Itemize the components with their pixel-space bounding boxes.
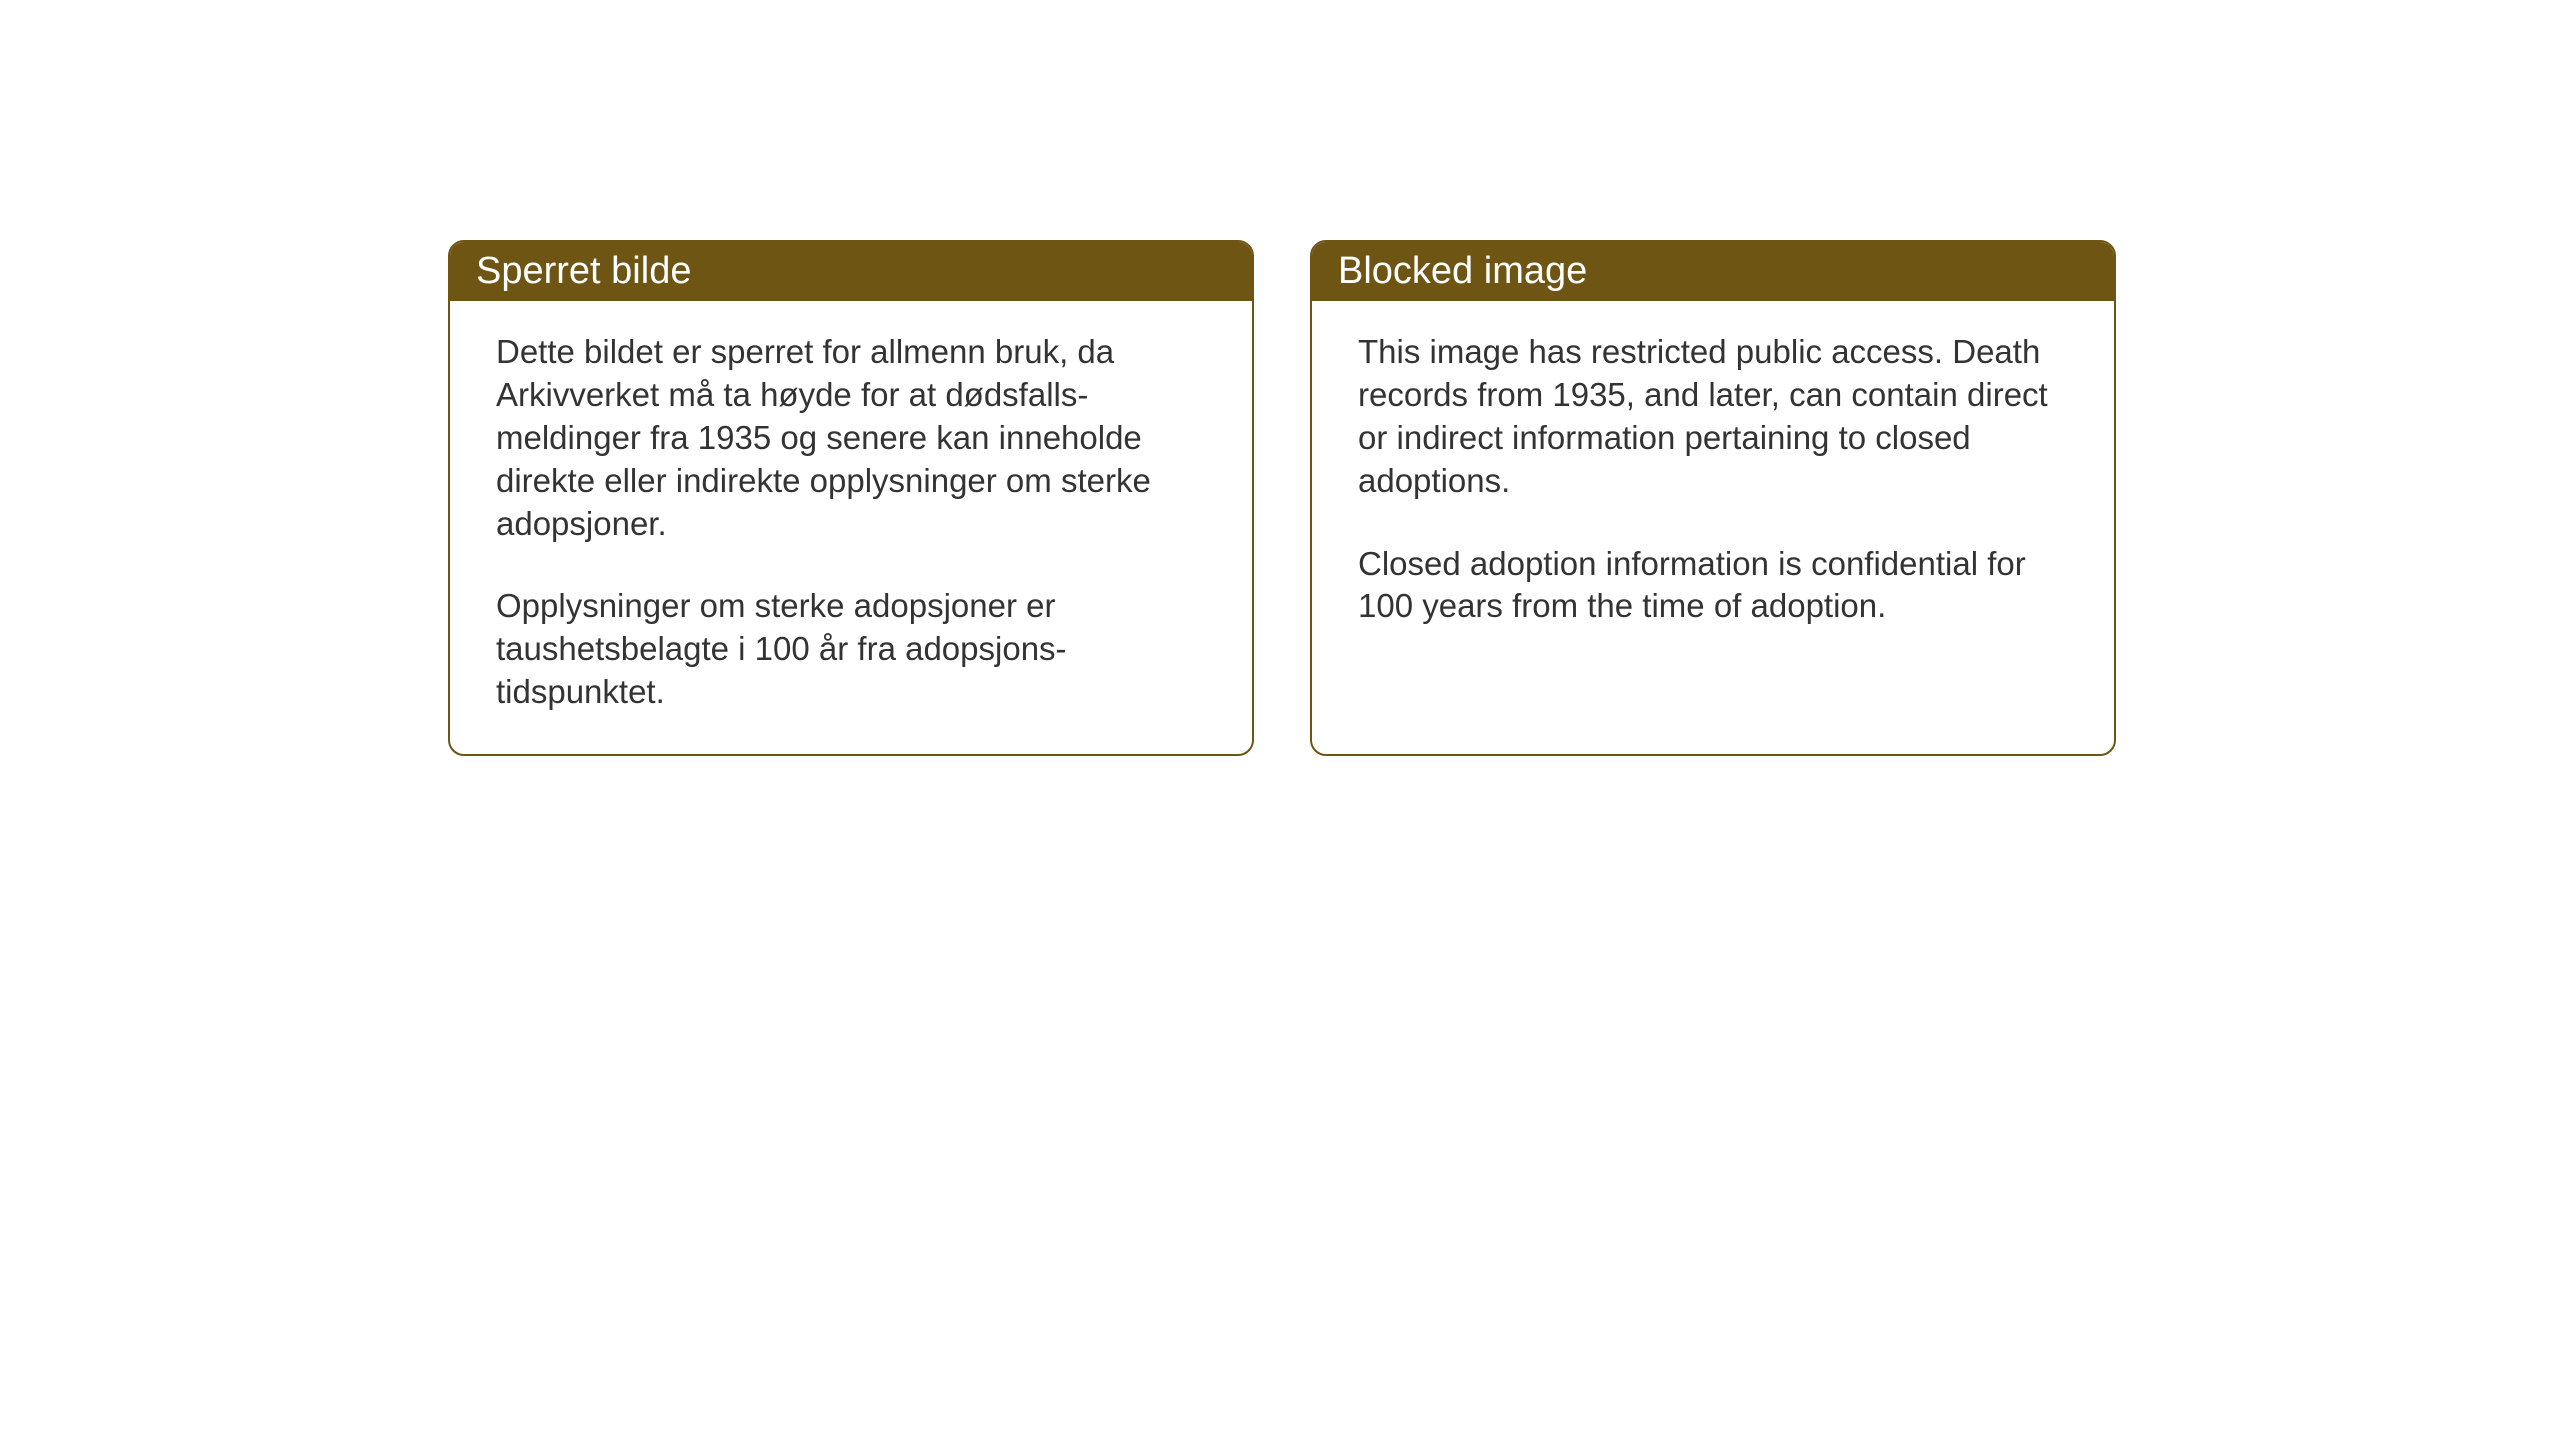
notice-header-norwegian: Sperret bilde bbox=[450, 242, 1252, 301]
notice-paragraph-2-norwegian: Opplysninger om sterke adopsjoner er tau… bbox=[496, 585, 1206, 714]
notice-card-english: Blocked image This image has restricted … bbox=[1310, 240, 2116, 756]
notice-body-norwegian: Dette bildet er sperret for allmenn bruk… bbox=[450, 301, 1252, 754]
notice-body-english: This image has restricted public access.… bbox=[1312, 301, 2114, 668]
notice-title-norwegian: Sperret bilde bbox=[476, 250, 691, 292]
notice-title-english: Blocked image bbox=[1338, 250, 1587, 292]
notice-header-english: Blocked image bbox=[1312, 242, 2114, 301]
notice-paragraph-1-english: This image has restricted public access.… bbox=[1358, 331, 2068, 503]
notice-card-norwegian: Sperret bilde Dette bildet er sperret fo… bbox=[448, 240, 1254, 756]
notice-paragraph-2-english: Closed adoption information is confident… bbox=[1358, 543, 2068, 629]
notice-paragraph-1-norwegian: Dette bildet er sperret for allmenn bruk… bbox=[496, 331, 1206, 545]
notice-container: Sperret bilde Dette bildet er sperret fo… bbox=[448, 240, 2116, 756]
